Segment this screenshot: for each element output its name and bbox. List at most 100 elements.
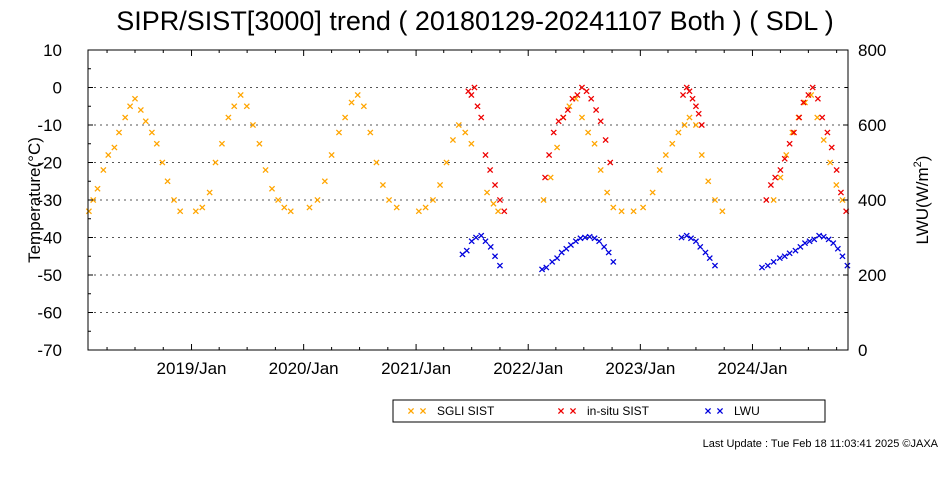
data-point xyxy=(789,129,796,136)
x-tick-label: 2023/Jan xyxy=(605,359,675,378)
data-point xyxy=(393,204,400,211)
data-point xyxy=(830,240,837,247)
data-point xyxy=(231,103,238,110)
data-point xyxy=(692,238,699,245)
data-point xyxy=(593,106,600,114)
data-point xyxy=(811,236,818,243)
data-point xyxy=(482,151,489,159)
data-point xyxy=(675,129,682,136)
data-point xyxy=(373,159,380,166)
data-point xyxy=(268,185,276,192)
data-point xyxy=(577,235,584,242)
data-point xyxy=(837,189,844,196)
data-point xyxy=(597,166,604,174)
data-point xyxy=(335,129,343,136)
data-point xyxy=(687,235,695,242)
data-point xyxy=(844,262,851,269)
data-point xyxy=(681,121,688,129)
data-point xyxy=(170,196,178,204)
data-point xyxy=(249,121,257,129)
x-tick-label: 2019/Jan xyxy=(157,359,227,378)
data-point xyxy=(689,95,696,102)
data-point xyxy=(833,166,840,174)
data-point xyxy=(834,245,841,252)
data-point xyxy=(554,255,561,262)
data-point xyxy=(415,208,422,215)
data-point xyxy=(763,196,770,204)
data-point xyxy=(153,140,160,147)
data-point xyxy=(695,110,702,117)
y-tick-label-left: -60 xyxy=(37,304,62,323)
data-point xyxy=(546,151,553,159)
data-point xyxy=(192,208,199,215)
data-point xyxy=(792,247,799,254)
data-point xyxy=(491,181,499,189)
data-point xyxy=(719,208,726,215)
data-point xyxy=(772,174,779,181)
data-point xyxy=(839,253,846,260)
data-point xyxy=(287,208,294,215)
series-layer xyxy=(85,84,851,273)
data-point xyxy=(354,91,361,99)
data-point xyxy=(468,140,475,147)
y-tick-label-right: 600 xyxy=(858,116,886,135)
data-point xyxy=(800,99,807,106)
data-point xyxy=(602,136,609,144)
tick-marks: 10 0 -10 -20 -30 -40 -50 -60 -70 800 600 400 200 0 201… xyxy=(37,41,886,378)
data-point xyxy=(491,253,499,260)
data-point xyxy=(801,240,809,247)
data-point xyxy=(478,232,485,239)
data-point xyxy=(781,253,788,260)
x-tick-label: 2021/Jan xyxy=(381,359,451,378)
legend: SGLI SIST in-situ SIST LWU xyxy=(392,399,826,423)
grid-lines xyxy=(88,87,848,313)
legend-marker xyxy=(557,407,565,415)
data-point xyxy=(496,262,504,269)
data-point xyxy=(805,91,812,99)
data-point xyxy=(583,88,590,95)
y-tick-label-left: 10 xyxy=(43,41,62,60)
data-point xyxy=(697,243,704,250)
data-point xyxy=(605,249,612,256)
data-point xyxy=(586,233,593,240)
data-point xyxy=(816,232,823,239)
data-point xyxy=(496,196,504,204)
data-point xyxy=(471,84,478,91)
chart-title: SIPR/SIST[3000] trend ( 20180129-2024110… xyxy=(116,6,834,36)
data-point xyxy=(814,95,821,102)
data-point xyxy=(569,95,576,102)
data-point xyxy=(711,196,719,204)
data-point xyxy=(495,208,502,215)
data-point xyxy=(567,241,574,249)
data-point xyxy=(122,114,129,121)
data-point xyxy=(827,159,834,166)
data-point xyxy=(596,238,603,245)
data-point xyxy=(607,159,614,166)
data-point xyxy=(177,208,184,215)
data-point xyxy=(610,258,617,265)
data-point xyxy=(449,136,457,144)
data-point xyxy=(137,106,144,114)
legend-marker xyxy=(704,407,712,415)
data-point xyxy=(770,196,777,204)
data-point xyxy=(429,196,437,204)
data-point xyxy=(698,121,705,129)
data-point xyxy=(462,129,469,136)
data-point xyxy=(463,247,470,254)
data-point xyxy=(776,255,783,262)
data-point xyxy=(705,178,712,185)
legend-label: in-situ SIST xyxy=(587,404,650,418)
data-point xyxy=(686,114,693,121)
data-point xyxy=(770,258,777,265)
data-point xyxy=(342,114,349,121)
series-lwu xyxy=(459,232,851,273)
data-point xyxy=(538,266,546,273)
data-point xyxy=(85,208,92,215)
data-point xyxy=(656,166,663,174)
y-axis-label-left: Temperature(°C) xyxy=(25,137,44,263)
data-point xyxy=(692,121,699,129)
data-point xyxy=(601,243,608,250)
data-point xyxy=(281,204,288,211)
data-point xyxy=(487,243,494,250)
